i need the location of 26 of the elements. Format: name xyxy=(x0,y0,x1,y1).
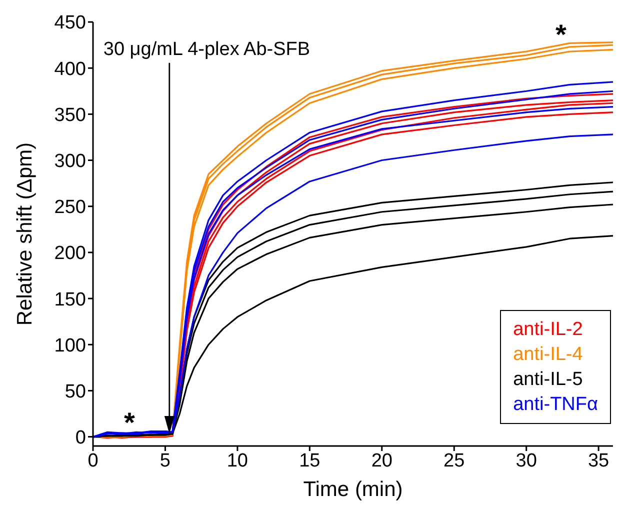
y-tick-label: 50 xyxy=(64,381,86,402)
x-tick-label: 10 xyxy=(226,450,248,472)
x-tick-label: 30 xyxy=(516,450,537,472)
y-axis-title: Relative shift (Δpm) xyxy=(13,142,36,326)
text: anti-TNFα xyxy=(513,393,598,417)
x-tick-label: 20 xyxy=(371,450,392,472)
y-tick-label: 200 xyxy=(54,243,86,264)
y-tick-label: 350 xyxy=(54,104,86,126)
y-tick-label: 250 xyxy=(54,197,86,218)
y-tick-label: 0 xyxy=(75,428,86,449)
text: anti-IL-4 xyxy=(513,343,584,367)
y-tick-label: 100 xyxy=(54,335,86,356)
x-axis-title: Time (min) xyxy=(303,478,403,501)
y-tick-label: 150 xyxy=(54,289,86,310)
annotation: 30 μg/mL 4-plex Ab-SFB xyxy=(103,38,310,60)
y-tick-label: 450 xyxy=(54,12,86,34)
text: anti-IL-5 xyxy=(513,368,584,392)
x-tick-label: 25 xyxy=(444,450,465,472)
annotation: * xyxy=(124,407,135,438)
y-tick-label: 400 xyxy=(54,58,86,80)
x-tick-label: 5 xyxy=(160,450,171,472)
text: anti-IL-2 xyxy=(513,318,584,342)
y-tick-label: 300 xyxy=(54,151,86,172)
x-tick-label: 15 xyxy=(299,450,320,472)
annotation: * xyxy=(556,19,567,50)
x-tick-label: 35 xyxy=(588,450,610,472)
